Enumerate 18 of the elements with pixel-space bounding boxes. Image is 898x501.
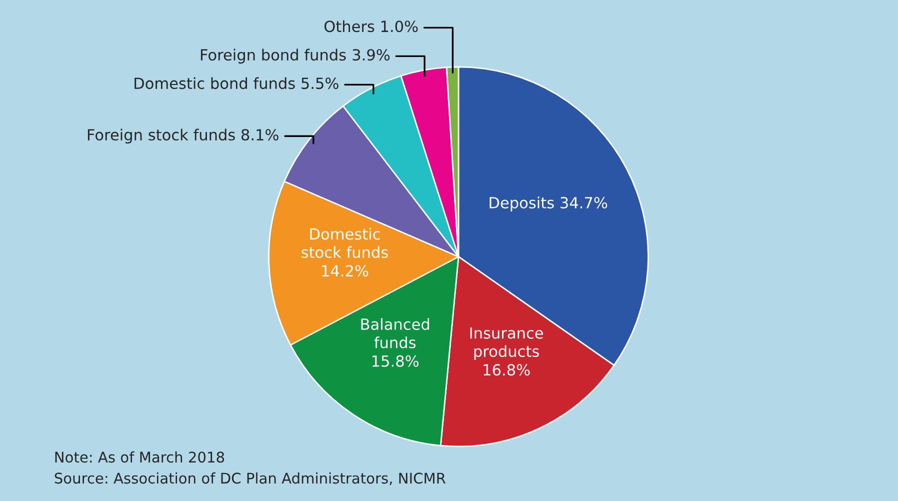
data-label: 5.5%	[302, 78, 338, 90]
data-label: 34.7%	[560, 196, 608, 208]
data-label: 8.1%	[241, 129, 278, 141]
slice-label: Deposits	[490, 196, 554, 212]
data-label: 15.8%	[372, 355, 419, 367]
data-label: 3.9%	[352, 49, 390, 61]
slice-label: Foreign stock funds	[88, 128, 235, 144]
data-label: 14.2%	[322, 265, 368, 277]
slice-label: Domestic bond funds	[134, 77, 295, 90]
slice-label: Domestic stock funds	[302, 228, 388, 258]
slice-label: Foreign bond funds	[200, 48, 346, 64]
slice-label: Others	[324, 20, 374, 32]
text: Note: As of March 2018	[55, 451, 224, 463]
data-label: 16.8%	[484, 364, 530, 376]
slice-label: Balanced funds	[361, 318, 430, 348]
data-label: 1.0%	[381, 20, 418, 32]
source-note: Source: Association of DC Plan Administrators, NICMR	[54, 472, 446, 486]
slice-label: Insurance products	[470, 327, 543, 360]
